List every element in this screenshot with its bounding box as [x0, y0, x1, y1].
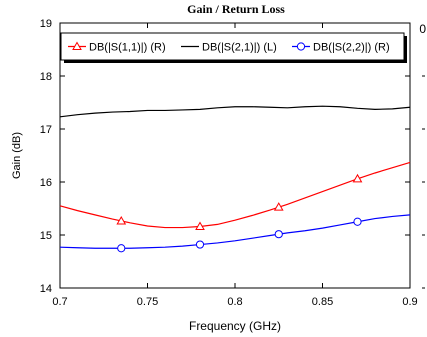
- y-tick-label: 15: [40, 230, 52, 242]
- legend-shadow-right: [404, 36, 407, 63]
- y-tick-label: 18: [40, 71, 52, 83]
- legend-marker: [72, 41, 82, 50]
- x-tick-label: 0.8: [227, 296, 242, 308]
- y-tick-label: 14: [40, 283, 52, 295]
- legend-item: DB(|S(2,2)|) (R): [292, 42, 390, 54]
- y-tick-label: 17: [40, 124, 52, 136]
- x-axis-label: Frequency (GHz): [189, 319, 281, 333]
- legend-label: DB(|S(2,1)|) (L): [202, 42, 277, 54]
- x-axis: 0.7 0.75 0.8 0.85 0.9: [52, 23, 418, 308]
- legend-item: DB(|S(1,1)|) (R): [68, 41, 166, 54]
- series-marker: [116, 215, 127, 225]
- legend-marker: [296, 42, 306, 51]
- series-line: [59, 161, 411, 229]
- x-tick-label: 0.7: [52, 296, 67, 308]
- series-layer: [59, 105, 411, 253]
- chart-title: Gain / Return Loss: [187, 2, 285, 16]
- legend-shadow-bottom: [64, 60, 407, 63]
- x-tick-label: 0.85: [312, 296, 333, 308]
- series-marker: [274, 230, 283, 239]
- right-axis-marks: [422, 75, 425, 289]
- legend: DB(|S(1,1)|) (R) DB(|S(2,1)|) (L) DB(|S(2,…: [60, 32, 407, 63]
- series-marker: [117, 244, 126, 253]
- plot-area: [59, 22, 411, 289]
- series-marker: [195, 240, 205, 249]
- legend-item: DB(|S(2,1)|) (L): [181, 42, 277, 54]
- series-marker: [195, 221, 205, 231]
- series-marker: [352, 173, 363, 183]
- legend-label: DB(|S(1,1)|) (R): [89, 42, 166, 54]
- y-axis: 14 15 16 17 18 19: [40, 18, 410, 295]
- right-axis-top-label: 0: [419, 22, 426, 36]
- y-tick-label: 19: [40, 18, 52, 30]
- y-tick-label: 16: [40, 177, 52, 189]
- series-1: [59, 161, 411, 231]
- series-marker: [353, 217, 362, 226]
- series-2: [59, 105, 411, 118]
- series-line: [59, 105, 411, 118]
- x-tick-label: 0.75: [137, 296, 158, 308]
- series-marker: [273, 202, 284, 211]
- legend-label: DB(|S(2,2)|) (R): [313, 42, 390, 54]
- x-tick-label: 0.9: [402, 296, 417, 308]
- series-3: [59, 214, 411, 253]
- y-axis-label: Gain (dB): [11, 132, 23, 179]
